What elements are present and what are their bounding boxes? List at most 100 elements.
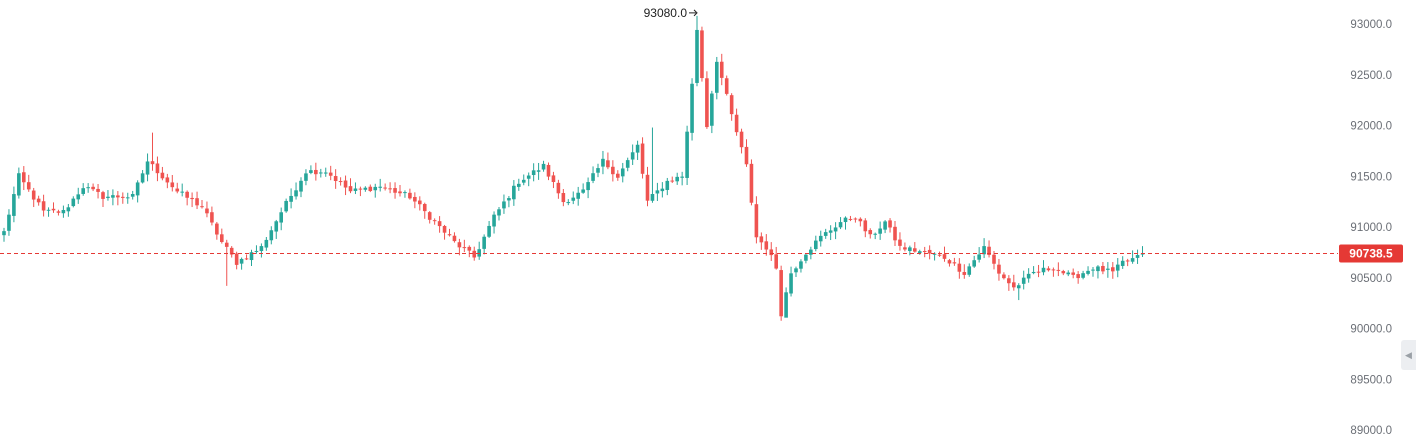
candle-down: [170, 182, 175, 188]
candle-up: [818, 235, 823, 242]
candle-up: [784, 292, 788, 318]
candle-down: [358, 188, 363, 190]
candle-up: [804, 254, 808, 261]
candle-up: [289, 195, 293, 202]
candle-down: [388, 188, 392, 190]
candle-down: [155, 163, 160, 174]
candle-up: [71, 198, 76, 207]
candle-up: [1021, 277, 1026, 284]
candle-up: [908, 247, 912, 251]
candle-up: [591, 173, 595, 181]
candle-down: [96, 188, 100, 192]
candle-up: [541, 163, 546, 170]
candle-down: [719, 61, 724, 78]
candle-down: [121, 196, 125, 198]
candle-down: [452, 235, 457, 242]
candle-down: [41, 201, 46, 211]
candle-down: [561, 193, 566, 203]
candle-down: [338, 181, 343, 183]
candle-down: [1125, 260, 1130, 262]
candle-down: [437, 221, 442, 227]
candle-down: [210, 212, 214, 223]
candle-down: [962, 272, 967, 275]
candle-up: [1026, 273, 1031, 279]
candle-up: [655, 190, 660, 194]
candle-down: [368, 186, 373, 192]
candle-up: [2, 231, 6, 236]
candle-down: [556, 182, 561, 194]
candle-up: [982, 246, 986, 255]
candle-down: [1036, 271, 1041, 273]
y-axis-tick-label: 91500.0: [1350, 171, 1392, 183]
candle-down: [888, 220, 892, 228]
candle-down: [408, 192, 412, 199]
candle-down: [418, 200, 422, 205]
candle-down: [398, 191, 402, 194]
candle-up: [502, 201, 506, 209]
candle-up: [566, 202, 571, 204]
candle-down: [1101, 265, 1105, 272]
candle-up: [680, 176, 684, 178]
candle-down: [1002, 274, 1006, 279]
candle-up: [512, 185, 516, 200]
candle-up: [487, 225, 491, 237]
candle-up: [1115, 264, 1120, 271]
candle-down: [734, 114, 739, 133]
candle-down: [205, 208, 209, 214]
chevron-left-icon[interactable]: ◀: [1401, 340, 1416, 370]
candle-down: [328, 172, 333, 176]
candle-up: [249, 252, 254, 261]
candle-down: [942, 254, 947, 259]
candle-down: [224, 242, 229, 247]
candle-up: [274, 221, 279, 232]
candle-up: [517, 183, 521, 187]
candle-down: [190, 197, 194, 200]
candle-up: [531, 170, 536, 176]
candle-up: [373, 186, 378, 191]
candle-up: [967, 266, 972, 275]
candle-down: [957, 263, 962, 272]
candle-up: [507, 198, 511, 201]
candle-down: [848, 218, 853, 220]
candle-up: [878, 228, 882, 234]
y-axis-tick-label: 90500.0: [1350, 273, 1392, 285]
candle-up: [135, 182, 140, 196]
candle-down: [31, 190, 36, 200]
candle-up: [76, 194, 81, 200]
candle-down: [116, 195, 120, 198]
candle-down: [611, 166, 615, 175]
candle-down: [1012, 282, 1016, 288]
candle-up: [254, 250, 259, 252]
candle-down: [427, 212, 432, 220]
candle-up: [294, 190, 298, 197]
candle-down: [937, 254, 942, 256]
candle-down: [927, 249, 932, 254]
candle-down: [195, 198, 199, 206]
candle-down: [774, 254, 778, 269]
candle-down: [749, 163, 754, 203]
candle-up: [571, 197, 576, 201]
candle-down: [1046, 268, 1051, 271]
candle-up: [630, 152, 635, 160]
candle-down: [987, 246, 991, 255]
candle-down: [1076, 274, 1080, 279]
candle-up: [710, 93, 714, 126]
candle-down: [348, 186, 353, 192]
candle-down: [229, 247, 234, 255]
y-axis-tick-label: 92000.0: [1350, 121, 1392, 133]
candle-up: [1120, 260, 1125, 266]
candle-down: [729, 95, 734, 115]
candle-up: [309, 170, 313, 173]
candle-up: [477, 249, 481, 257]
candle-down: [343, 180, 348, 188]
candle-up: [284, 200, 288, 212]
candle-down: [56, 211, 61, 213]
candle-down: [903, 247, 907, 250]
candle-up: [279, 212, 283, 223]
candle-down: [51, 208, 56, 211]
candle-up: [690, 83, 694, 133]
candle-up: [809, 249, 813, 255]
candle-up: [685, 131, 689, 178]
